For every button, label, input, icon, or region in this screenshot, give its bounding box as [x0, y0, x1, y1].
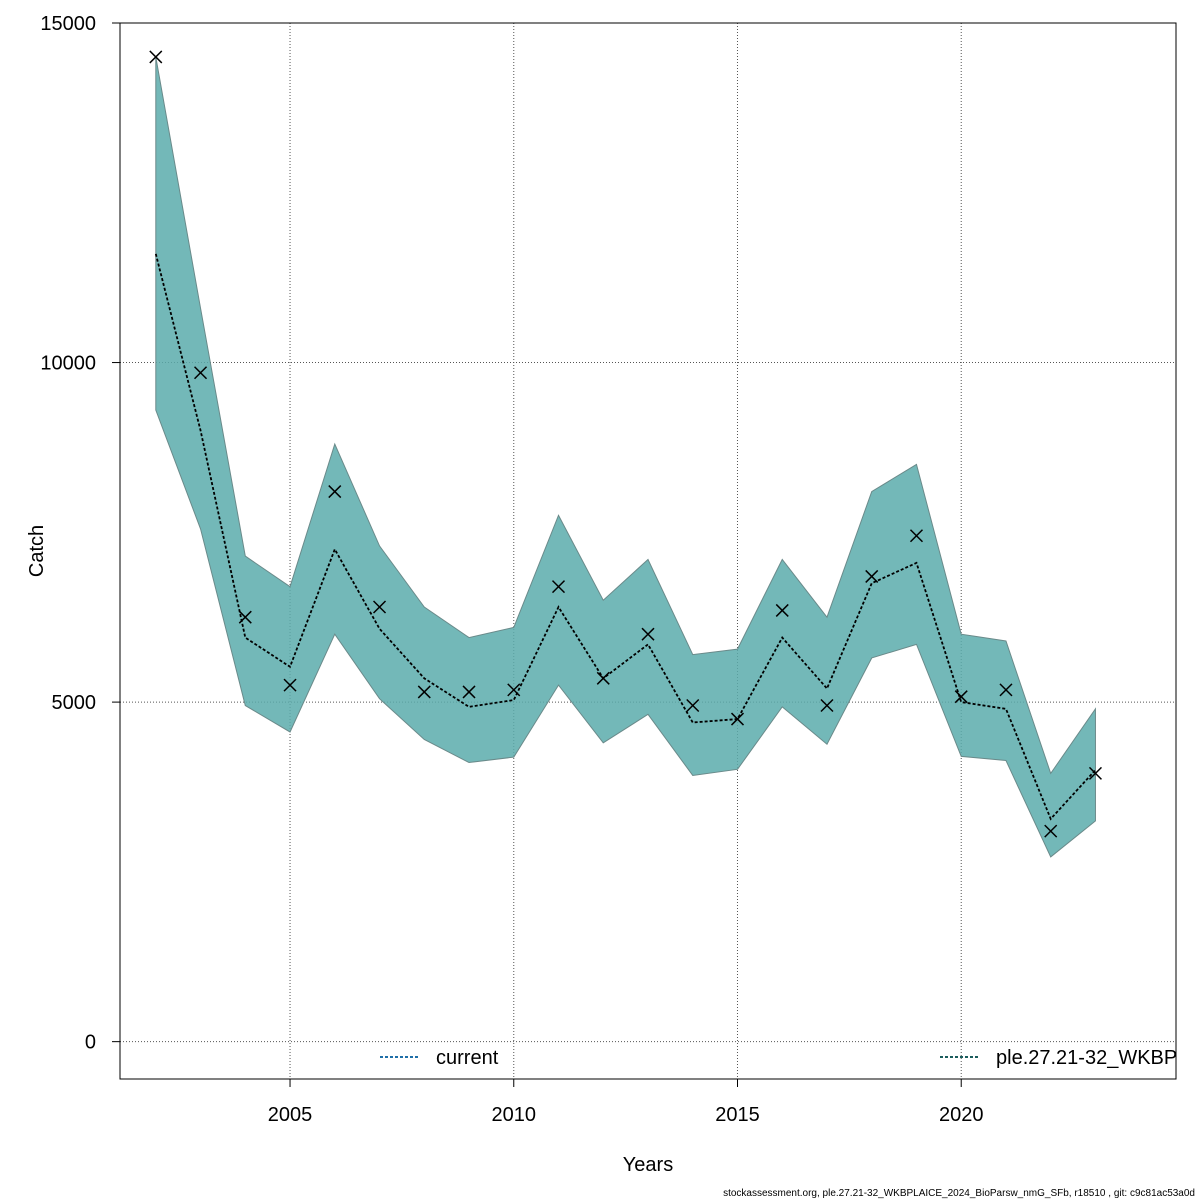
estimate-series-line	[154, 253, 1097, 821]
x-axis-title: Years	[623, 1154, 673, 1176]
observed-marker-2021	[999, 683, 1013, 697]
x-tick-label-0: 2005	[268, 1104, 313, 1126]
confidence-band	[155, 56, 1096, 858]
y-axis-title: Catch	[26, 525, 48, 577]
observed-marker-2005	[283, 678, 297, 692]
observed-marker-2023	[1088, 766, 1102, 780]
observed-marker-2009	[462, 685, 476, 699]
confidence-band-area	[155, 56, 1096, 858]
axes: 2005 2010 2015 2020 0 5000 10000 15000	[40, 13, 983, 1126]
y-tick-label-1: 5000	[52, 692, 97, 714]
observed-marker-2006	[328, 485, 342, 499]
observed-marker-2017	[820, 698, 834, 713]
legend: current ple.27.21-32_WKBP	[380, 1047, 1177, 1069]
observed-marker-2003	[194, 366, 208, 380]
plot-frame	[119, 22, 1177, 1080]
observed-marker-2008	[417, 685, 431, 699]
observed-marker-2002	[149, 50, 163, 64]
observed-marker-2022	[1044, 824, 1058, 838]
y-tick-label-3: 15000	[40, 13, 96, 35]
observed-marker-2020	[954, 690, 968, 704]
legend-label-wkbp: ple.27.21-32_WKBP	[996, 1047, 1177, 1069]
x-tick-label-3: 2020	[939, 1104, 984, 1126]
observed-marker-2004	[238, 610, 252, 624]
observed-marker-2014	[686, 698, 700, 713]
y-tick-label-2: 10000	[40, 353, 96, 375]
observed-marker-2007	[372, 600, 387, 614]
observed-markers	[149, 50, 1102, 838]
observed-marker-2013	[641, 627, 655, 641]
observed-marker-2010	[507, 683, 521, 697]
footer-text: stockassessment.org, ple.27.21-32_WKBPLA…	[723, 1188, 1195, 1199]
legend-label-current: current	[436, 1047, 499, 1069]
observed-marker-2015	[730, 712, 745, 726]
observed-marker-2019	[909, 529, 924, 543]
x-tick-label-1: 2010	[492, 1104, 537, 1126]
observed-marker-2018	[865, 569, 879, 583]
observed-marker-2012	[596, 671, 610, 685]
x-tick-label-2: 2015	[715, 1104, 760, 1126]
estimate-line	[154, 253, 1097, 821]
y-tick-label-0: 0	[85, 1032, 96, 1054]
observed-marker-2016	[775, 603, 789, 617]
observed-marker-2011	[551, 580, 566, 594]
